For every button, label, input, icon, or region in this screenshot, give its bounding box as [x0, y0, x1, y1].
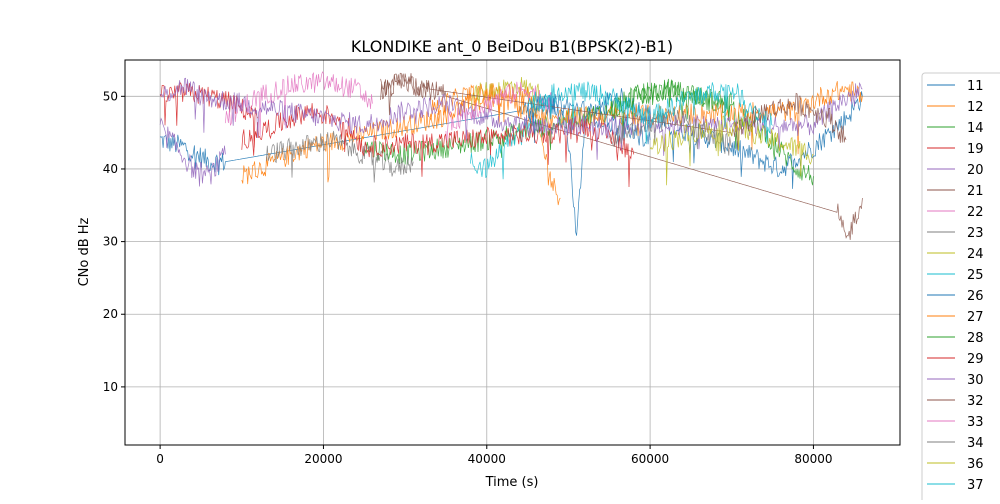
legend-label: 28: [967, 331, 984, 346]
ticks: 0 20000 40000 60000 80000 10 20 30 40 50: [103, 89, 833, 466]
legend-label: 36: [967, 457, 984, 472]
series-line-26: [527, 93, 651, 148]
legend-label: 25: [967, 268, 984, 283]
legend-label: 24: [967, 247, 984, 262]
series-line-29: [241, 103, 635, 188]
series-line-22: [225, 71, 373, 138]
legend-label: 12: [967, 100, 984, 115]
legend-label: 37: [967, 478, 984, 493]
series-line-34: [608, 107, 733, 156]
x-axis-label: Time (s): [485, 475, 539, 490]
y-tick-label: 40: [103, 162, 118, 176]
legend-box: [921, 72, 1000, 504]
x-tick-label: 20000: [304, 452, 342, 466]
plot-lines: [159, 71, 863, 240]
y-tick-label: 20: [103, 307, 118, 321]
legend: 11 12 14 19 20 21 22 23 24 25 26 27 28 29 30 32 33 34 36 37: [921, 72, 1000, 504]
legend-label: 30: [967, 373, 984, 388]
legend-label: 21: [967, 184, 984, 199]
legend-label: 26: [967, 289, 984, 304]
x-tick-label: 40000: [468, 452, 506, 466]
y-tick-label: 50: [103, 89, 118, 103]
series-line-21: [380, 73, 863, 240]
series-line-37: [527, 81, 773, 145]
legend-label: 22: [967, 205, 984, 220]
legend-label: 33: [967, 415, 984, 430]
series-line-20: [159, 117, 226, 187]
x-tick-label: 80000: [794, 452, 832, 466]
x-tick-label: 0: [156, 452, 164, 466]
series-line-33: [445, 81, 553, 142]
y-axis-label: CNo dB Hz: [77, 217, 92, 286]
legend-label: 23: [967, 226, 984, 241]
legend-label: 20: [967, 163, 984, 178]
legend-label: 11: [967, 79, 984, 94]
y-tick-label: 30: [103, 235, 118, 249]
grid: [125, 60, 900, 445]
legend-label: 14: [967, 121, 984, 136]
legend-label: 34: [967, 436, 984, 451]
series-line-12: [241, 86, 561, 206]
chart-title: KLONDIKE ant_0 BeiDou B1(BPSK(2)-B1): [351, 37, 673, 57]
legend-label: 29: [967, 352, 984, 367]
legend-label: 19: [967, 142, 984, 157]
axes-frame: [124, 59, 901, 446]
series-line-36: [649, 115, 814, 186]
legend-label: 32: [967, 394, 984, 409]
y-tick-label: 10: [103, 380, 118, 394]
series-line-28: [608, 80, 733, 140]
legend-label: 27: [967, 310, 984, 325]
series-line-24: [470, 76, 545, 107]
x-tick-label: 60000: [631, 452, 669, 466]
series-line-32: [380, 72, 847, 150]
series-line-30: [159, 77, 863, 160]
series-line-23: [265, 130, 414, 183]
